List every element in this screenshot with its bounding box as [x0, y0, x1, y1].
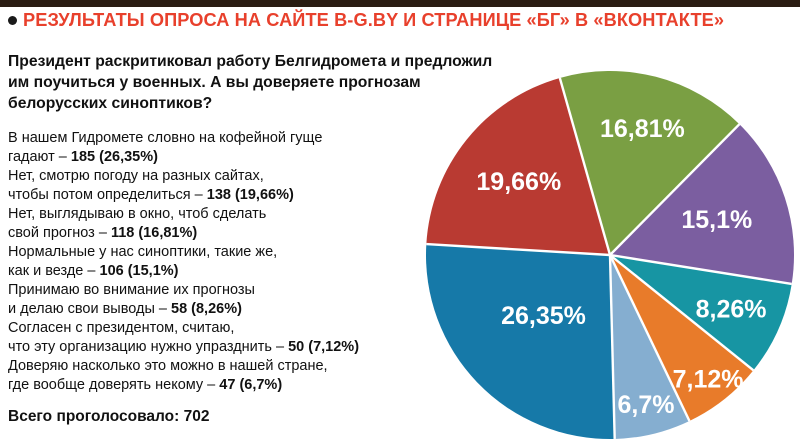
svg-text:16,81%: 16,81%: [600, 115, 685, 143]
svg-text:19,66%: 19,66%: [476, 168, 561, 196]
svg-text:26,35%: 26,35%: [501, 302, 586, 330]
svg-text:8,26%: 8,26%: [696, 295, 767, 323]
svg-text:6,7%: 6,7%: [618, 391, 675, 419]
svg-text:15,1%: 15,1%: [681, 206, 752, 234]
svg-text:7,12%: 7,12%: [673, 365, 744, 393]
